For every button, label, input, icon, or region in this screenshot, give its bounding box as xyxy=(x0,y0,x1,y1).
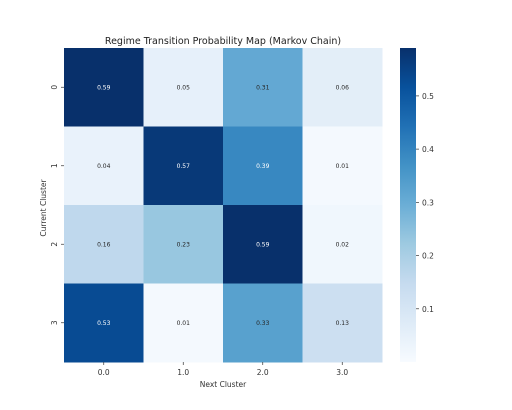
x-axis-ticks: 0.0 1.0 2.0 3.0 xyxy=(98,362,348,377)
heatmap-cell xyxy=(64,283,144,363)
y-axis-label: Current Cluster xyxy=(39,179,48,237)
heatmap-cell xyxy=(223,205,303,284)
heatmap-cell xyxy=(302,283,383,363)
colorbar xyxy=(400,48,416,362)
heatmap-cell xyxy=(223,283,303,363)
heatmap-cell xyxy=(302,48,383,127)
colorbar-tick-label: 0.5 xyxy=(422,92,434,101)
heatmap-cell xyxy=(302,205,383,284)
colorbar-tick-label: 0.2 xyxy=(422,252,434,261)
cell-value-label: 0.59 xyxy=(256,241,270,248)
cell-value-label: 0.31 xyxy=(256,84,270,91)
heatmap-cell xyxy=(223,48,303,127)
heatmap-cell xyxy=(64,48,144,127)
cell-value-label: 0.01 xyxy=(336,163,350,170)
heatmap-cell xyxy=(143,126,224,206)
cell-value-label: 0.06 xyxy=(336,84,350,91)
heatmap-cell xyxy=(143,48,224,127)
x-tick-label: 0.0 xyxy=(98,368,110,377)
cell-value-label: 0.16 xyxy=(97,241,111,248)
cell-value-label: 0.05 xyxy=(177,84,191,91)
colorbar-tick-label: 0.4 xyxy=(422,145,434,154)
cell-value-label: 0.04 xyxy=(97,163,111,170)
heatmap-cells: 0.59 0.05 0.31 0.06 0.04 0.57 0.39 0.01 0.16 0.23… xyxy=(64,48,383,363)
heatmap-cell xyxy=(302,126,383,206)
cell-value-label: 0.59 xyxy=(97,84,111,91)
y-tick-label: 3 xyxy=(50,320,59,325)
colorbar-tick-label: 0.3 xyxy=(422,198,434,207)
cell-value-label: 0.01 xyxy=(177,320,191,327)
colorbar-tick-label: 0.1 xyxy=(422,305,434,314)
y-tick-label: 1 xyxy=(50,163,59,168)
x-axis-label: Next Cluster xyxy=(200,380,247,389)
y-tick-label: 0 xyxy=(50,85,59,90)
chart-title: Regime Transition Probability Map (Marko… xyxy=(105,36,341,47)
heatmap-cell xyxy=(143,283,224,363)
heatmap-cell xyxy=(223,126,303,206)
heatmap-cell xyxy=(64,205,144,284)
y-axis-ticks: 0 1 2 3 xyxy=(50,85,64,325)
cell-value-label: 0.39 xyxy=(256,163,270,170)
cell-value-label: 0.33 xyxy=(256,320,270,327)
cell-value-label: 0.57 xyxy=(177,163,191,170)
cell-value-label: 0.13 xyxy=(336,320,350,327)
cell-value-label: 0.53 xyxy=(97,320,111,327)
x-tick-label: 3.0 xyxy=(336,368,348,377)
y-tick-label: 2 xyxy=(50,242,59,247)
heatmap-cell xyxy=(143,205,224,284)
cell-value-label: 0.02 xyxy=(336,241,350,248)
x-tick-label: 1.0 xyxy=(177,368,189,377)
heatmap-cell xyxy=(64,126,144,206)
colorbar-ticks: 0.1 0.2 0.3 0.4 0.5 xyxy=(416,92,434,314)
x-tick-label: 2.0 xyxy=(257,368,269,377)
cell-value-label: 0.23 xyxy=(177,241,191,248)
